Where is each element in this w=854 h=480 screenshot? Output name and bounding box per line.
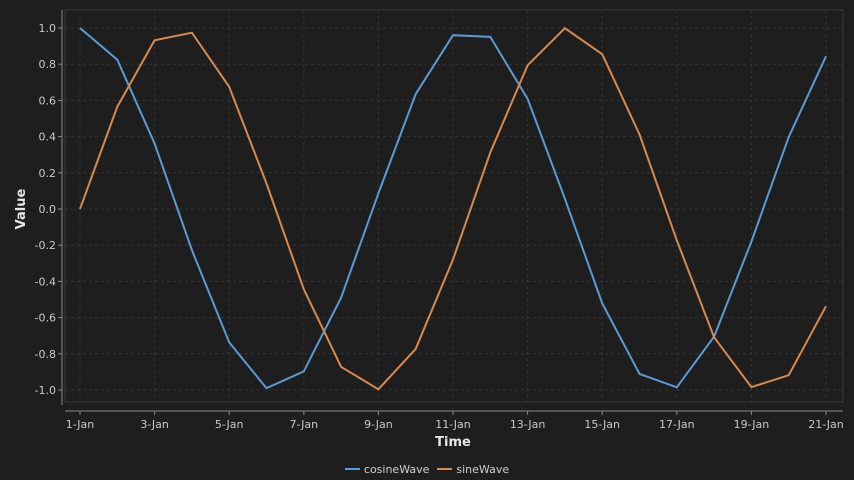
y-tick-label: -0.8 <box>35 348 56 361</box>
x-tick-label: 11-Jan <box>435 418 471 431</box>
y-tick-label: -1.0 <box>35 384 56 397</box>
y-tick-label: 0.4 <box>39 131 57 144</box>
series-lines <box>79 26 827 391</box>
plot-frame <box>64 9 844 403</box>
x-tick-label: 17-Jan <box>659 418 695 431</box>
y-tick-label: 0.8 <box>39 58 57 71</box>
legend-label-sinewave: sineWave <box>456 462 510 476</box>
y-tick-label: 0.0 <box>39 203 57 216</box>
legend-swatch-sinewave <box>437 468 453 470</box>
series-line-sinewave <box>79 26 827 391</box>
grid-lines <box>65 10 843 402</box>
x-tick-label: 1-Jan <box>66 418 95 431</box>
legend-label-cosinewave: cosineWave <box>363 462 430 476</box>
y-tick-label: -0.4 <box>35 275 56 288</box>
y-tick-label: -0.6 <box>35 312 56 325</box>
legend-swatch-cosinewave <box>344 468 360 470</box>
legend-item-cosinewave[interactable]: cosineWave <box>344 462 430 476</box>
x-tick-label: 21-Jan <box>808 418 844 431</box>
y-tick-label: 1.0 <box>39 22 57 35</box>
x-tick-label: 3-Jan <box>140 418 169 431</box>
y-tick-label: 0.2 <box>39 167 57 180</box>
legend: cosineWave sineWave <box>0 461 854 477</box>
x-tick-label: 19-Jan <box>734 418 770 431</box>
x-tick-label: 9-Jan <box>364 418 393 431</box>
y-axis-ticks: 1.0 0.8 0.6 0.4 0.2 0.0 -0.2 -0.4 -0.6 -0.8 -1.0 <box>35 22 62 397</box>
y-tick-label: -0.2 <box>35 239 56 252</box>
legend-item-sinewave[interactable]: sineWave <box>437 463 509 476</box>
x-axis-ticks: 1-Jan 3-Jan 5-Jan 7-Jan 9-Jan 11-Jan 13-Jan 15-… <box>66 411 844 431</box>
y-tick-label: 0.6 <box>39 94 57 107</box>
x-axis-title: Time <box>435 435 471 450</box>
x-tick-label: 13-Jan <box>510 418 546 431</box>
series-line-cosinewave <box>79 27 827 390</box>
x-tick-label: 5-Jan <box>215 418 244 431</box>
x-tick-label: 15-Jan <box>584 418 620 431</box>
x-tick-label: 7-Jan <box>290 418 319 431</box>
y-axis-title: Value <box>14 188 29 229</box>
